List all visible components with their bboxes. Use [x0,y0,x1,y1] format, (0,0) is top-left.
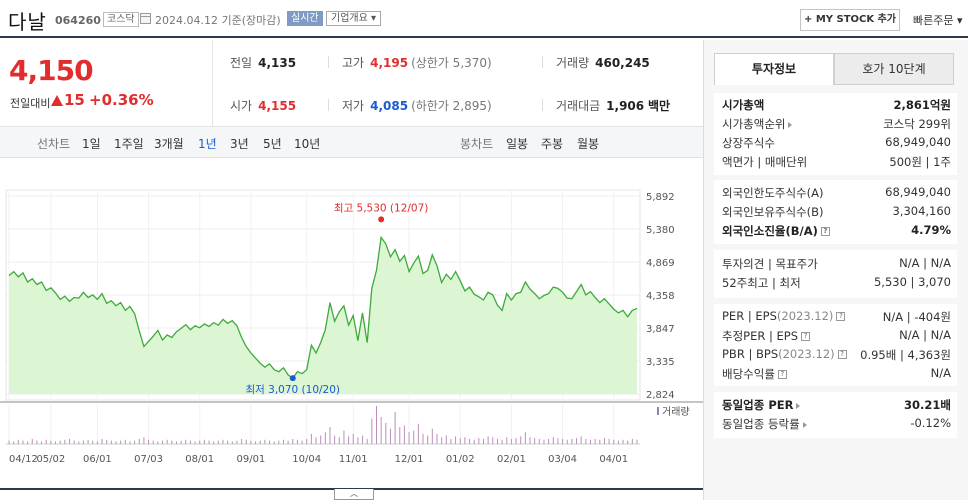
stock-header: 다날 064260 코스닥 2024.04.12 기준(장마감) 실시간 기업개… [0,0,968,38]
tab-investment-info[interactable]: 투자정보 [714,53,834,85]
change-label: 전일대비 [10,97,51,110]
trade-amount: 거래대금 1,906 백만 [556,99,671,113]
info-row: 액면가 | 매매단위 500원 | 1주 [722,155,951,169]
quote-date: 2024.04.12 기준(장마감) [155,14,281,27]
info-row[interactable]: 동일업종 PER 30.21배 [722,398,951,412]
arrow-right-icon [802,421,807,428]
period-1w[interactable]: 1주일 [114,137,144,151]
valuation-section: PER | EPS(2023.12)? N/A | -404원 추정PER | E… [714,304,957,386]
max-marker [378,216,385,223]
quick-order-dropdown[interactable]: 빠른주문 ▾ [913,14,963,27]
prev-close: 전일 4,135 [230,56,297,70]
y-tick-label: 4,869 [646,258,675,269]
info-row: 상장주식수 68,949,040 [722,135,951,150]
low-price: 저가 4,085 (하한가 2,895) [342,99,492,113]
stock-code: 064260 [55,14,101,27]
high-price: 고가 4,195 (상한가 5,370) [342,56,492,70]
period-3m[interactable]: 3개월 [154,137,184,151]
market-badge: 코스닥 [103,12,139,27]
period-1y[interactable]: 1년 [198,137,217,151]
info-row: 추정PER | EPS? N/A | N/A [722,328,951,343]
x-tick-label: 11/01 [339,454,368,465]
period-10y[interactable]: 10년 [294,137,321,151]
opinion-section: 투자의견 | 목표주가 N/A | N/A 52주최고 | 최저 5,530 | 3… [714,250,957,298]
arrow-right-icon [788,121,793,128]
min-label: 최저 3,070 (10/20) [246,384,341,396]
candle-chart-label: 봉차트 [460,137,494,151]
calendar-icon [140,13,151,24]
y-tick-label: 3,335 [646,357,675,368]
add-mystock-button[interactable]: + MY STOCK 추가 [800,9,900,31]
info-row[interactable]: 동일업종 등락률 -0.12% [722,416,951,431]
volume: 거래량 460,245 [556,56,650,70]
x-tick-label: 01/02 [446,454,475,465]
info-row: 52주최고 | 최저 5,530 | 3,070 [722,275,951,290]
info-row: PBR | BPS(2023.12)? 0.95배 | 4,363원 [722,347,951,362]
help-icon[interactable]: ? [801,332,811,341]
x-tick-label: 04/12 [9,454,38,465]
x-tick-label: 06/01 [83,454,112,465]
x-tick-label: 12/01 [395,454,424,465]
candle-daily[interactable]: 일봉 [506,137,529,151]
industry-section: 동일업종 PER 30.21배 동일업종 등락률 -0.12% [714,392,957,438]
current-price: 4,150 [9,54,94,87]
price-area [9,237,637,394]
open-price: 시가 4,155 [230,99,297,113]
x-tick-label: 10/04 [292,454,321,465]
collapse-chart-button[interactable]: ︿ [334,489,374,500]
info-row: 투자의견 | 목표주가 N/A | N/A [722,256,951,271]
chart-period-bar: 선차트 1일 1주일 3개월 1년 3년 5년 10년 봉차트 일봉 주봉 월봉 [0,126,703,158]
info-row: 배당수익률? N/A [722,366,951,381]
line-chart-label: 선차트 [37,137,71,151]
y-tick-label: 2,824 [646,390,675,401]
change-rate: +0.36% [89,91,154,109]
candle-monthly[interactable]: 월봉 [577,137,600,151]
up-arrow-icon [51,95,63,106]
market-cap-section: 시가총액 2,861억원 시가총액순위 코스닥 299위 상장주식수 68,949,0… [714,93,957,175]
candle-weekly[interactable]: 주봉 [541,137,564,151]
volume-legend-label: 거래량 [662,406,690,418]
y-tick-label: 4,358 [646,291,675,302]
x-tick-label: 09/01 [236,454,265,465]
info-row[interactable]: 시가총액순위 코스닥 299위 [722,117,951,131]
y-tick-label: 3,847 [646,324,675,335]
info-row: PER | EPS(2023.12)? N/A | -404원 [722,309,951,324]
realtime-button[interactable]: 실시간 [287,11,323,26]
info-row: 외국인한도주식수(A) 68,949,040 [722,185,951,200]
max-label: 최고 5,530 (12/07) [334,202,429,214]
x-tick-label: 07/03 [134,454,163,465]
period-5y[interactable]: 5년 [263,137,282,151]
volume-legend-icon [657,407,659,415]
investment-info-panel: 투자정보 호가 10단계 시가총액 2,861억원 시가총액순위 코스닥 299위 … [703,40,968,500]
period-1d[interactable]: 1일 [82,137,101,151]
help-icon[interactable]: ? [836,312,846,321]
info-row: 외국인소진율(B/A)? 4.79% [722,223,951,238]
info-row: 시가총액 2,861억원 [722,98,951,112]
x-tick-label: 03/04 [548,454,577,465]
info-row: 외국인보유주식수(B) 3,304,160 [722,204,951,219]
help-icon[interactable]: ? [837,350,847,359]
price-chart-svg: 5,892 5,380 4,869 4,358 3,847 3,335 2,824 04/12… [0,189,703,465]
x-tick-label: 02/01 [497,454,526,465]
x-tick-label: 05/02 [36,454,65,465]
min-marker [289,375,296,382]
x-tick-label: 04/01 [599,454,628,465]
foreign-ownership-section: 외국인한도주식수(A) 68,949,040 외국인보유주식수(B) 3,304,1… [714,180,957,244]
x-tick-label: 08/01 [185,454,214,465]
y-tick-label: 5,892 [646,192,675,203]
help-icon[interactable]: ? [777,370,787,379]
price-line [8,235,638,379]
tab-orderbook-10[interactable]: 호가 10단계 [834,53,954,85]
change-amount: 15 [64,91,85,109]
help-icon[interactable]: ? [820,227,830,236]
quote-grid: 전일 4,135 고가 4,195 (상한가 5,370) 거래량 460,245 시가… [214,40,703,126]
stock-name: 다날 [8,10,47,34]
company-info-dropdown[interactable]: 기업개요 ▾ [326,11,381,26]
y-tick-label: 5,380 [646,225,675,236]
period-3y[interactable]: 3년 [230,137,249,151]
price-chart[interactable]: 5,892 5,380 4,869 4,358 3,847 3,335 2,824 04/12… [0,158,703,488]
arrow-right-icon [796,402,801,409]
price-summary: 4,150 전일대비 15 +0.36% [0,40,213,126]
